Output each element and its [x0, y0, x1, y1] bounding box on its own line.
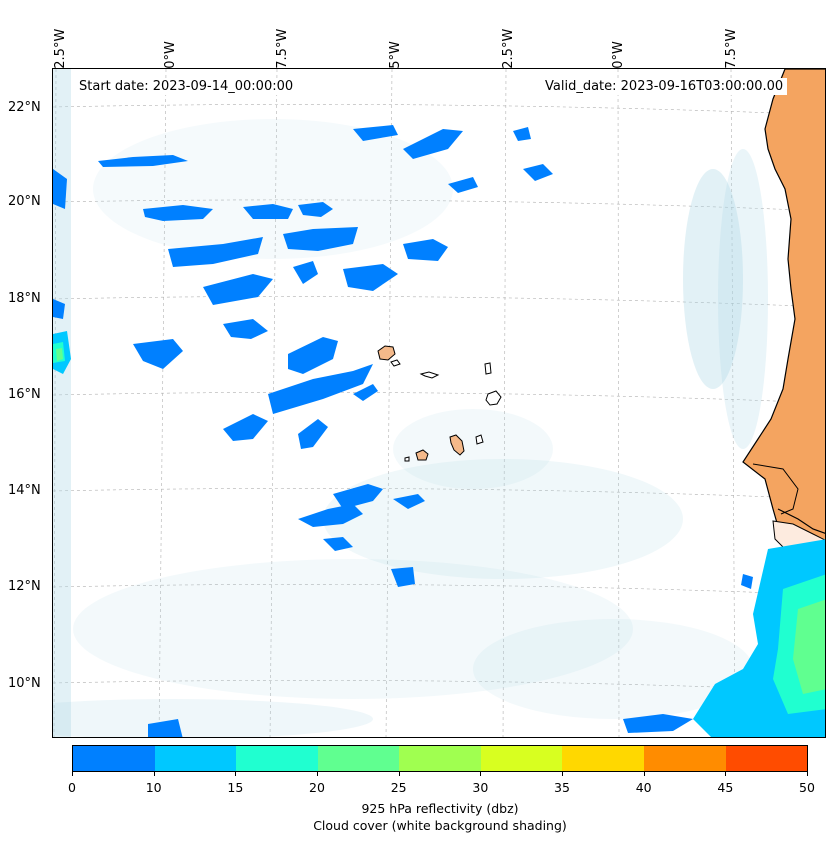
latitude-label: 10°N — [8, 676, 41, 691]
west-africa-coast-south — [777, 508, 825, 534]
colorbar-tick-label: 20 — [309, 780, 325, 795]
colorbar-segment — [399, 746, 481, 771]
island-maio — [475, 434, 484, 445]
reflectivity-colorbar — [72, 745, 808, 772]
colorbar-tick-label: 40 — [635, 780, 652, 795]
map-panel: Start date: 2023-09-14_00:00:00 Valid_da… — [52, 68, 826, 738]
colorbar-segment — [725, 746, 808, 771]
colorbar-tick-label: 45 — [717, 780, 734, 795]
island-santo-antao — [377, 345, 396, 361]
colorbar-tick — [725, 772, 727, 776]
colorbar-sublabel: Cloud cover (white background shading) — [313, 818, 567, 833]
island-brava — [404, 456, 410, 462]
graticule — [53, 69, 825, 737]
latitude-label: 20°N — [8, 194, 41, 209]
latitude-label: 22°N — [8, 100, 41, 115]
island-sal — [484, 362, 492, 375]
colorbar-segment — [154, 746, 237, 771]
reflectivity-contours — [53, 125, 825, 737]
island-sao-nicolau — [419, 371, 440, 379]
valid-date: Valid_date: 2023-09-16T03:00:00.00 — [541, 78, 788, 95]
colorbar-segment — [643, 746, 726, 771]
gambia-outline — [752, 463, 799, 515]
colorbar-tick — [562, 772, 563, 776]
colorbar-tick — [153, 772, 155, 776]
colorbar-tick-label: 35 — [554, 780, 570, 795]
colorbar-tick-label: 30 — [472, 780, 489, 795]
colorbar-tick — [317, 772, 318, 776]
cloud-cover-shading — [53, 69, 768, 737]
colorbar-tick — [398, 772, 400, 776]
colorbar-tick-label: 0 — [68, 780, 76, 795]
colorbar-tick — [807, 772, 808, 776]
latitude-label: 12°N — [8, 579, 41, 594]
map-canvas — [53, 69, 825, 737]
colorbar-tick-label: 50 — [799, 780, 815, 795]
colorbar-tick-label: 25 — [390, 780, 407, 795]
colorbar-tick — [480, 772, 482, 776]
island-boa-vista — [485, 390, 502, 406]
colorbar-tick — [643, 772, 645, 776]
colorbar-segment — [236, 746, 318, 771]
colorbar-tick-label: 10 — [145, 780, 162, 795]
colorbar-segment — [562, 746, 644, 771]
start-date: Start date: 2023-09-14_00:00:00 — [75, 78, 298, 95]
colorbar-segment — [480, 746, 563, 771]
island-sao-vicente — [390, 359, 401, 367]
colorbar-segment — [73, 746, 155, 771]
colorbar-tick — [235, 772, 237, 776]
colorbar-tick — [72, 772, 73, 776]
island-santiago — [449, 434, 465, 456]
colorbar-segment — [317, 746, 400, 771]
island-fogo — [415, 449, 429, 461]
latitude-label: 16°N — [8, 387, 41, 402]
latitude-label: 18°N — [8, 291, 41, 306]
colorbar-tick-label: 15 — [227, 780, 244, 795]
latitude-label: 14°N — [8, 483, 41, 498]
colorbar-label: 925 hPa reflectivity (dbz) — [361, 801, 519, 816]
